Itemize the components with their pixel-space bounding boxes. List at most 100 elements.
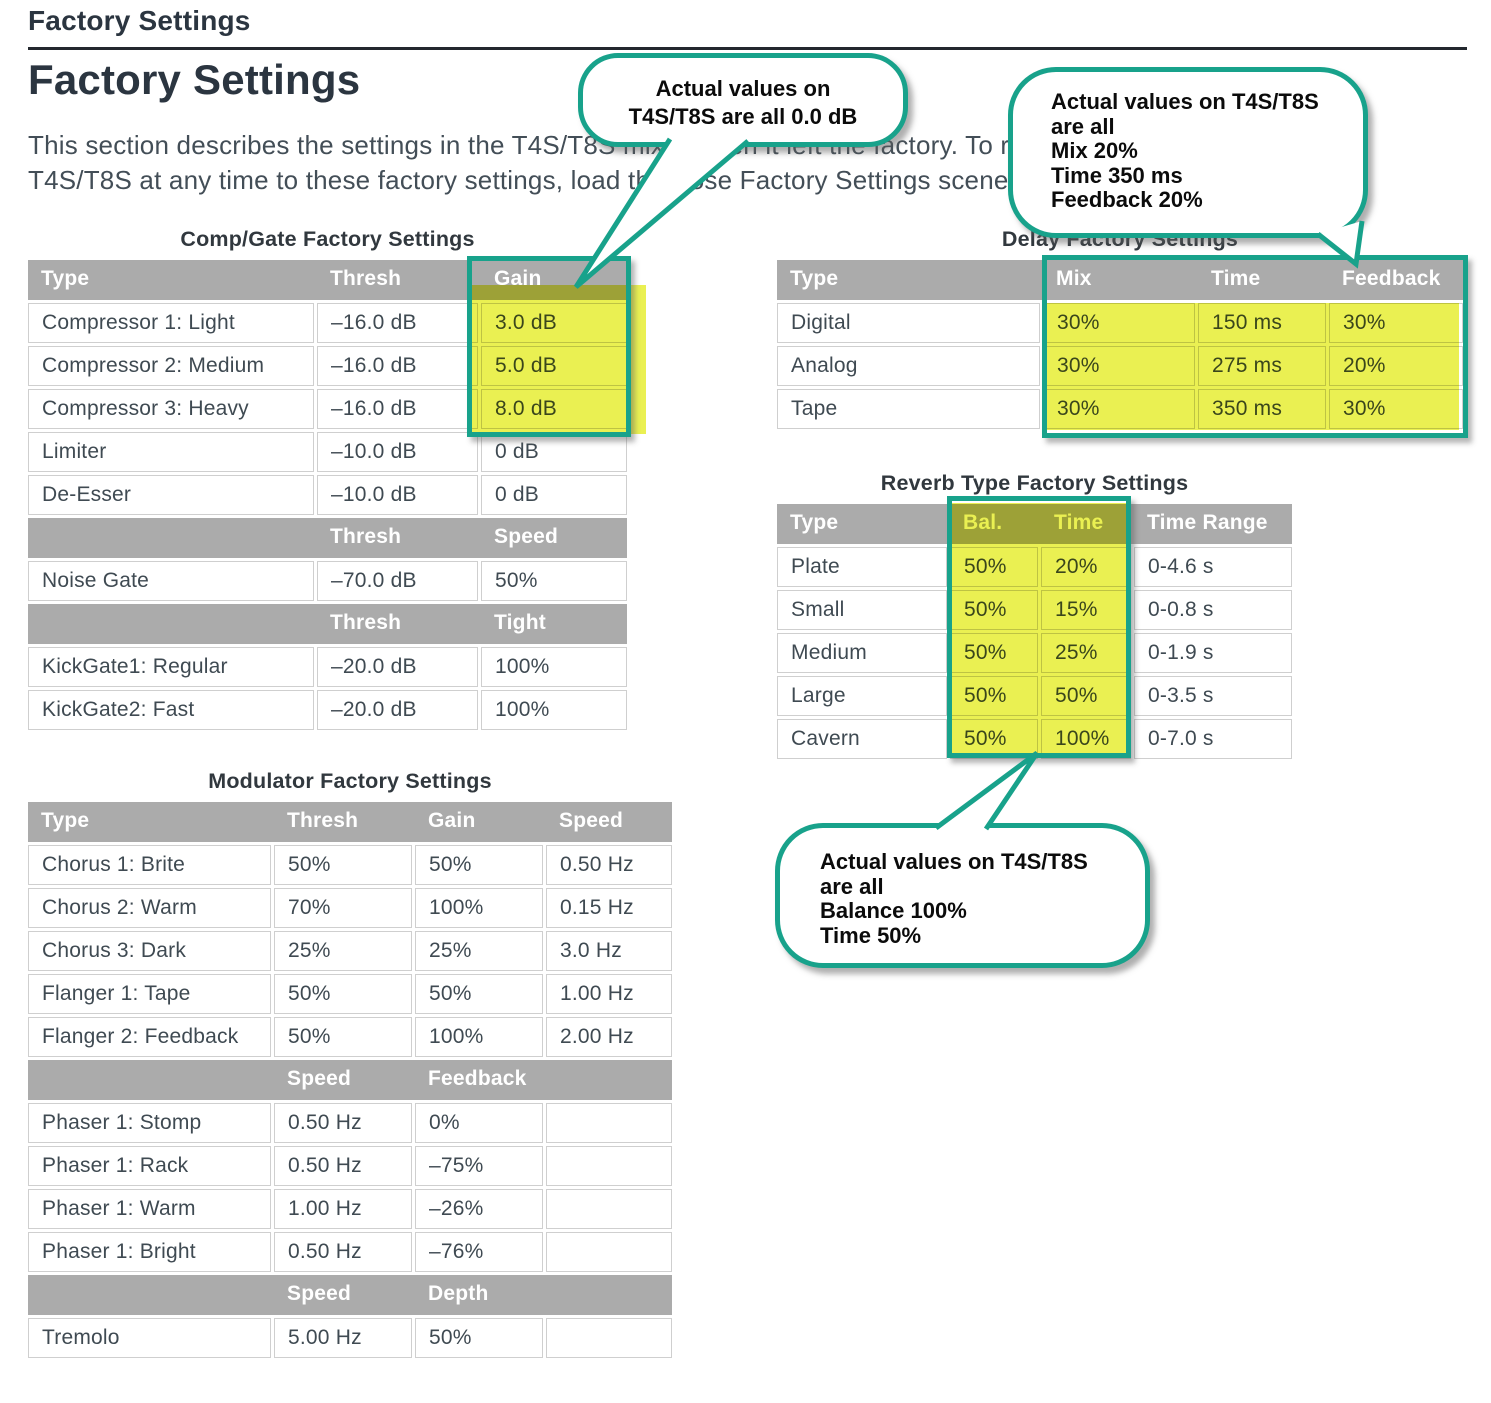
table-cell: Small <box>777 590 947 630</box>
table-row: Chorus 2: Warm 70% 100% 0.15 Hz <box>28 888 672 928</box>
table-cell: Feedback <box>428 1067 527 1090</box>
table-header-row: Type Thresh Gain Speed <box>28 802 672 842</box>
table-cell: 100% <box>481 647 627 687</box>
intro-line-1: This section describes the settings in t… <box>28 130 1127 160</box>
table-cell: Thresh <box>330 267 402 290</box>
table-cell: Speed <box>287 1282 352 1305</box>
table-cell: 0-3.5 s <box>1134 676 1292 716</box>
table-header-row: Speed Feedback <box>28 1060 672 1100</box>
table-cell: Digital <box>777 303 1040 343</box>
table-cell: 0-1.9 s <box>1134 633 1292 673</box>
table-cell: Flanger 2: Feedback <box>28 1017 271 1057</box>
table-row: Phaser 1: Rack 0.50 Hz –75% <box>28 1146 672 1186</box>
table-cell: Tight <box>494 611 546 634</box>
callout-line: are all <box>820 873 884 899</box>
table-cell: –26% <box>415 1189 543 1229</box>
table-cell: Flanger 1: Tape <box>28 974 271 1014</box>
table-cell <box>546 1318 672 1358</box>
table-cell: 0.15 Hz <box>546 888 672 928</box>
table-cell: Type <box>41 267 90 290</box>
table-cell: 50% <box>415 974 543 1014</box>
callout-line: Time 50% <box>820 922 922 948</box>
table-row: Chorus 3: Dark 25% 25% 3.0 Hz <box>28 931 672 971</box>
table-cell: Speed <box>559 809 624 832</box>
reverb-table-title: Reverb Type Factory Settings <box>880 471 1189 495</box>
table-cell: 0 dB <box>481 432 627 472</box>
table-row: KickGate1: Regular –20.0 dB 100% <box>28 647 627 687</box>
table-cell: Noise Gate <box>28 561 314 601</box>
callout-line: Mix 20% <box>1051 138 1138 164</box>
page-kicker: Factory Settings <box>28 5 251 36</box>
highlight-reverb-bal-time <box>950 503 1128 756</box>
callout-line: T4S/T8S are all 0.0 dB <box>628 104 858 129</box>
table-cell: Mix <box>1056 267 1092 290</box>
callout-comp-gain: Actual values on T4S/T8S are all 0.0 dB <box>578 53 908 147</box>
table-cell: Compressor 1: Light <box>28 303 314 343</box>
page-title: Factory Settings <box>28 56 361 103</box>
divider <box>28 47 1467 50</box>
table-cell: 1.00 Hz <box>274 1189 412 1229</box>
table-cell: –16.0 dB <box>317 389 478 429</box>
table-cell: 3.0 Hz <box>546 931 672 971</box>
table-cell: 0% <box>415 1103 543 1143</box>
table-cell: Type <box>790 511 839 534</box>
table-cell: Time Range <box>1147 511 1268 534</box>
table-cell: 50% <box>481 561 627 601</box>
table-cell: Medium <box>777 633 947 673</box>
table-cell: Phaser 1: Rack <box>28 1146 271 1186</box>
table-cell: 25% <box>274 931 412 971</box>
callout-line: Actual values on <box>655 76 831 101</box>
table-cell: Chorus 2: Warm <box>28 888 271 928</box>
table-cell <box>546 1060 672 1100</box>
table-row: Flanger 2: Feedback 50% 100% 2.00 Hz <box>28 1017 672 1057</box>
table-cell: Type <box>41 809 90 832</box>
annotation-box-delay <box>1042 255 1468 438</box>
table-cell <box>546 1275 672 1315</box>
table-cell: 0-0.8 s <box>1134 590 1292 630</box>
table-cell: De-Esser <box>28 475 314 515</box>
table-cell: Thresh <box>330 611 402 634</box>
modulator-table-title: Modulator Factory Settings <box>208 769 492 793</box>
table-cell: –16.0 dB <box>317 303 478 343</box>
table-row: De-Esser –10.0 dB 0 dB <box>28 475 627 515</box>
table-cell <box>546 1189 672 1229</box>
table-row: Phaser 1: Warm 1.00 Hz –26% <box>28 1189 672 1229</box>
table-cell: 2.00 Hz <box>546 1017 672 1057</box>
table-row: Tremolo 5.00 Hz 50% <box>28 1318 672 1358</box>
annotation-box-reverb <box>947 496 1131 758</box>
highlight-delay-values <box>1045 303 1459 430</box>
table-cell <box>546 1232 672 1272</box>
table-cell: Gain <box>494 267 542 290</box>
table-cell: 0.50 Hz <box>274 1232 412 1272</box>
table-cell: 0.50 Hz <box>274 1103 412 1143</box>
callout-line: Actual values on T4S/T8S <box>1051 89 1319 114</box>
table-cell: Time <box>1211 267 1261 290</box>
table-cell: 100% <box>415 888 543 928</box>
table-cell: 5.00 Hz <box>274 1318 412 1358</box>
table-cell <box>546 1146 672 1186</box>
table-cell: 70% <box>274 888 412 928</box>
table-cell: Thresh <box>330 525 402 548</box>
intro-paragraph: This section describes the settings in t… <box>28 128 1127 198</box>
table-cell: –10.0 dB <box>317 475 478 515</box>
table-cell: Type <box>790 267 839 290</box>
table-cell: Phaser 1: Warm <box>28 1189 271 1229</box>
table-cell: 50% <box>274 845 412 885</box>
table-header-row: Thresh Speed <box>28 518 627 558</box>
table-cell: –75% <box>415 1146 543 1186</box>
table-cell: KickGate1: Regular <box>28 647 314 687</box>
table-cell: Chorus 1: Brite <box>28 845 271 885</box>
table-header-row: Thresh Tight <box>28 604 627 644</box>
comp-gate-table-title: Comp/Gate Factory Settings <box>180 227 475 251</box>
annotation-box-comp-gain <box>467 256 631 437</box>
table-cell: 0 dB <box>481 475 627 515</box>
table-cell: Phaser 1: Stomp <box>28 1103 271 1143</box>
callout-line: Time 350 ms <box>1051 162 1183 188</box>
table-cell: Cavern <box>777 719 947 759</box>
table-cell: Speed <box>494 525 559 548</box>
table-row: Limiter –10.0 dB 0 dB <box>28 432 627 472</box>
intro-line-2: T4S/T8S at any time to these factory set… <box>28 165 1016 195</box>
table-cell <box>546 1103 672 1143</box>
table-cell: 100% <box>481 690 627 730</box>
